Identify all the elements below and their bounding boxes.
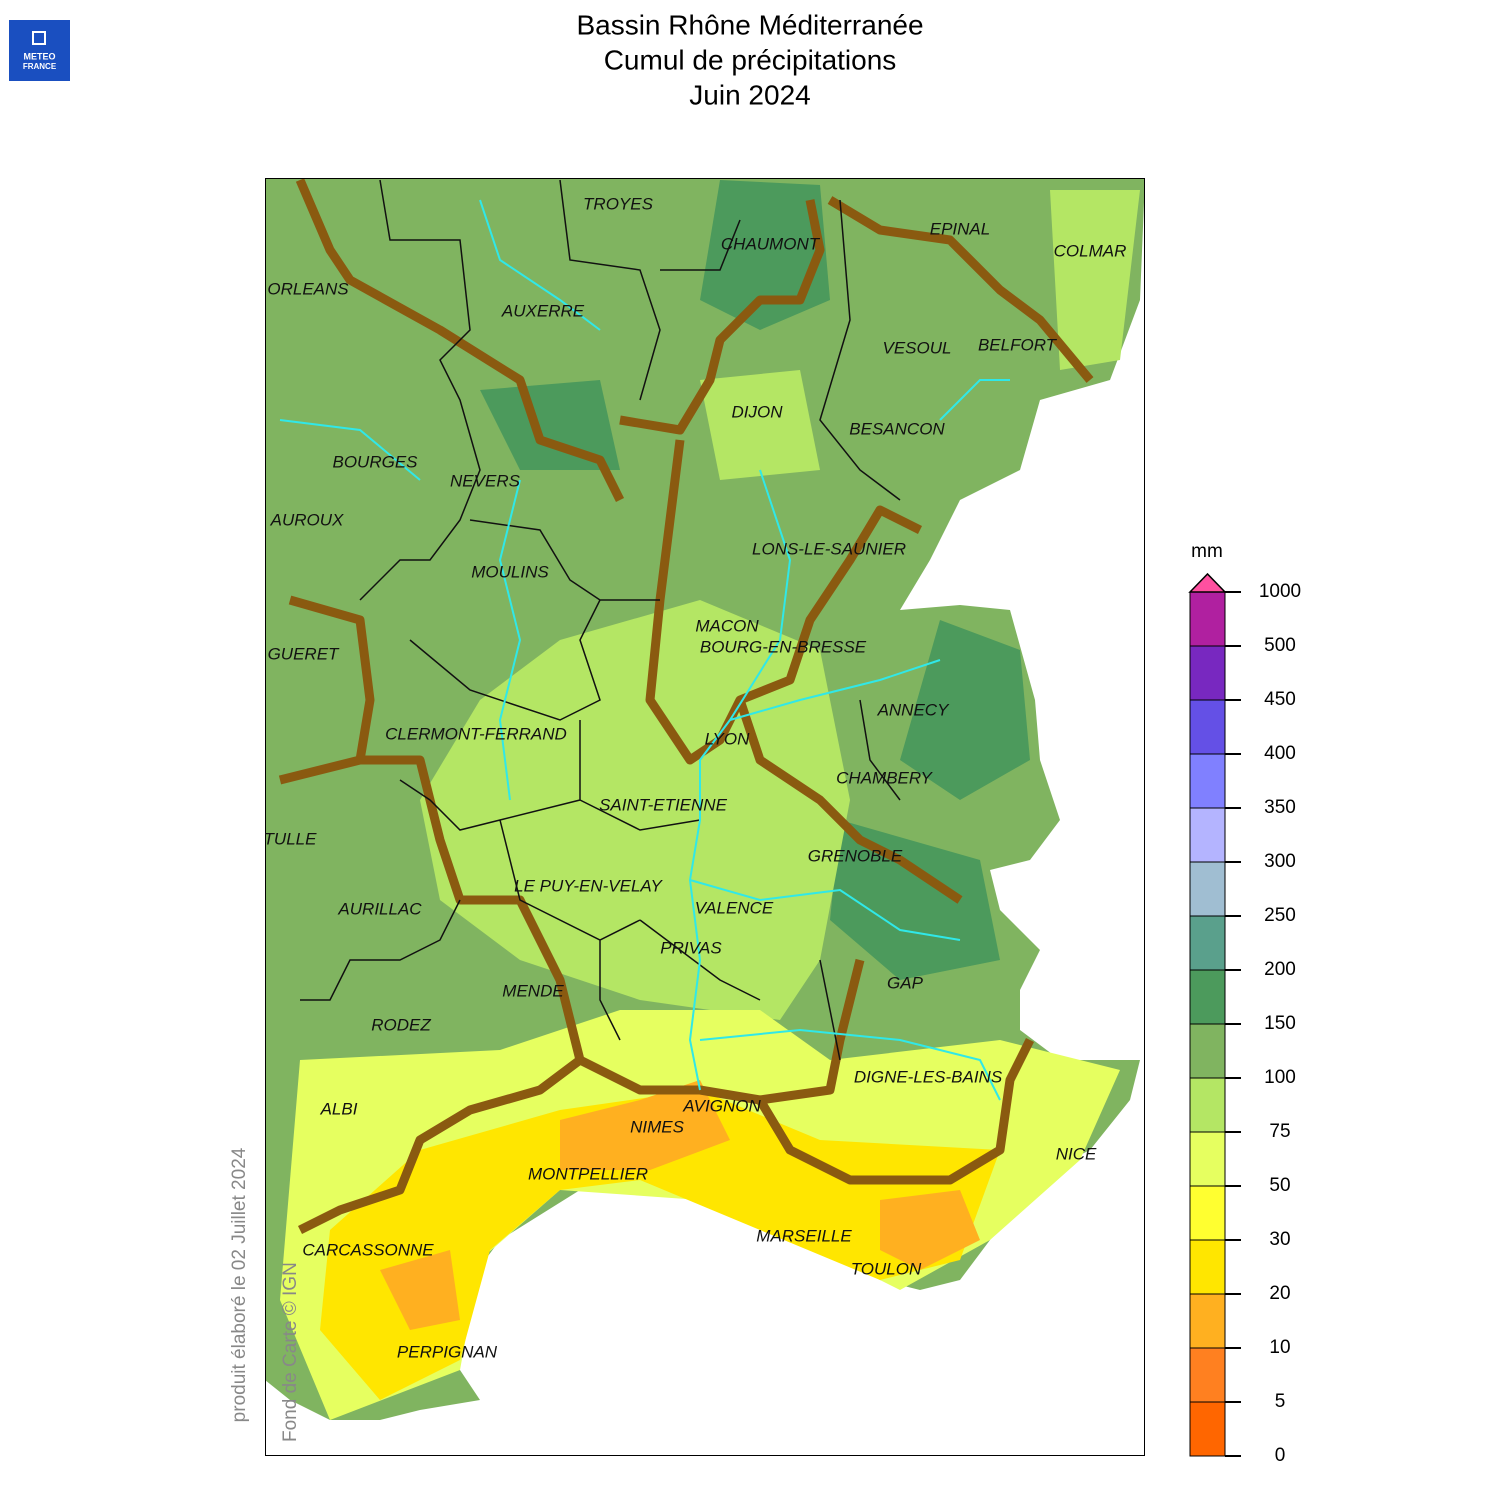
legend-tick-label: 100 bbox=[1264, 1067, 1296, 1088]
city-label: MOULINS bbox=[471, 562, 549, 581]
legend-band bbox=[1189, 645, 1226, 701]
city-label: CLERMONT-FERRAND bbox=[385, 724, 567, 743]
title: Bassin Rhône Méditerranée bbox=[576, 9, 923, 40]
title: Cumul de précipitations bbox=[604, 44, 897, 75]
legend-tick-label: 10 bbox=[1269, 1337, 1290, 1358]
city-label: TOULON bbox=[851, 1259, 922, 1278]
city-label: AURILLAC bbox=[337, 899, 422, 918]
legend-band bbox=[1189, 807, 1226, 863]
city-label: VALENCE bbox=[695, 898, 774, 917]
city-label: TROYES bbox=[583, 194, 654, 213]
city-label: BELFORT bbox=[978, 335, 1058, 354]
city-label: MARSEILLE bbox=[756, 1226, 852, 1245]
city-label: AUROUX bbox=[270, 510, 344, 529]
driest-zone bbox=[380, 1080, 980, 1330]
city-label: CHAUMONT bbox=[721, 234, 821, 253]
logo-text: METEO bbox=[23, 51, 55, 61]
city-label: CHAMBERY bbox=[836, 768, 933, 787]
legend-tick-label: 150 bbox=[1264, 1013, 1296, 1034]
city-label: LONS-LE-SAUNIER bbox=[752, 539, 906, 558]
city-label: NIMES bbox=[630, 1117, 685, 1136]
logo-box bbox=[9, 20, 70, 81]
city-labels: TROYES CHAUMONT EPINAL COLMAR ORLEANS AUXERRE… bbox=[264, 194, 1127, 1361]
credit: Fond de Carte © IGN bbox=[280, 1262, 301, 1442]
city-label: BOURGES bbox=[332, 452, 418, 471]
legend-band bbox=[1189, 591, 1226, 647]
legend-band bbox=[1189, 753, 1226, 809]
city-label: MONTPELLIER bbox=[528, 1164, 648, 1183]
city-label: LE PUY-EN-VELAY bbox=[514, 876, 663, 895]
city-label: GUERET bbox=[268, 644, 340, 663]
city-label: COLMAR bbox=[1054, 241, 1127, 260]
city-label: LYON bbox=[705, 729, 750, 748]
logo-text: FRANCE bbox=[23, 62, 57, 71]
legend-tick-label: 250 bbox=[1264, 905, 1296, 926]
credit: produit élaboré le 02 Juillet 2024 bbox=[229, 1147, 250, 1422]
city-label: ORLEANS bbox=[267, 279, 349, 298]
city-label: ANNECY bbox=[877, 700, 951, 719]
city-label: GRENOBLE bbox=[808, 846, 903, 865]
legend-tick-label: 350 bbox=[1264, 797, 1296, 818]
legend-tick-label: 30 bbox=[1269, 1229, 1290, 1250]
city-label: CARCASSONNE bbox=[302, 1240, 434, 1259]
city-label: NEVERS bbox=[450, 471, 521, 490]
city-label: MENDE bbox=[502, 981, 564, 1000]
city-label: BOURG-EN-BRESSE bbox=[700, 637, 867, 656]
title: Juin 2024 bbox=[689, 79, 810, 110]
legend-tick-label: 450 bbox=[1264, 689, 1296, 710]
legend-band bbox=[1189, 1077, 1226, 1133]
map bbox=[265, 178, 1145, 1456]
city-label: DIGNE-LES-BAINS bbox=[854, 1067, 1003, 1086]
legend-tick-label: 50 bbox=[1269, 1175, 1290, 1196]
legend-band bbox=[1189, 1131, 1226, 1187]
legend-tick-label: 75 bbox=[1269, 1121, 1290, 1142]
legend-tick-label: 300 bbox=[1264, 851, 1296, 872]
city-label: BESANCON bbox=[849, 419, 945, 438]
city-label: MACON bbox=[695, 616, 759, 635]
legend-tick-label: 400 bbox=[1264, 743, 1296, 764]
legend-band bbox=[1189, 1239, 1226, 1295]
legend-tick-label: 20 bbox=[1269, 1283, 1290, 1304]
legend-band bbox=[1189, 1023, 1226, 1079]
city-label: RODEZ bbox=[371, 1015, 431, 1034]
legend-tick-label: 500 bbox=[1264, 635, 1296, 656]
legend-tick-label: 1000 bbox=[1259, 581, 1301, 602]
city-label: PERPIGNAN bbox=[397, 1342, 498, 1361]
city-label: AVIGNON bbox=[682, 1096, 761, 1115]
city-label: ALBI bbox=[320, 1099, 358, 1118]
legend-tick-label: 200 bbox=[1264, 959, 1296, 980]
moderate-zone bbox=[420, 190, 1140, 1020]
legend-band bbox=[1189, 699, 1226, 755]
city-label: TULLE bbox=[264, 829, 318, 848]
legend-band bbox=[1189, 969, 1226, 1025]
city-label: DIJON bbox=[732, 402, 784, 421]
legend-band bbox=[1189, 1293, 1226, 1349]
wet-zone bbox=[480, 180, 1030, 980]
legend-over-arrow bbox=[1188, 572, 1227, 593]
legend-tick-label: 5 bbox=[1275, 1391, 1286, 1412]
legend-tick-label: 0 bbox=[1275, 1445, 1286, 1466]
city-label: GAP bbox=[887, 973, 924, 992]
city-label: EPINAL bbox=[930, 219, 990, 238]
city-label: SAINT-ETIENNE bbox=[599, 795, 728, 814]
legend-band bbox=[1189, 1347, 1226, 1403]
legend-band bbox=[1189, 1185, 1226, 1241]
city-label: NICE bbox=[1056, 1144, 1097, 1163]
admin-border bbox=[300, 179, 901, 1061]
legend-unit: mm bbox=[1191, 541, 1223, 562]
logo-icon bbox=[32, 31, 46, 45]
city-label: VESOUL bbox=[883, 338, 952, 357]
legend: 0 5 10 20 30 50 75 100 150 200 250 300 350 400 450 500 1… bbox=[1188, 572, 1301, 1466]
dry-zone bbox=[280, 1010, 1120, 1420]
city-label: AUXERRE bbox=[501, 301, 585, 320]
river bbox=[279, 199, 1010, 1101]
legend-band bbox=[1189, 1401, 1226, 1457]
legend-band bbox=[1189, 915, 1226, 971]
legend-band bbox=[1189, 861, 1226, 917]
city-label: PRIVAS bbox=[660, 938, 722, 957]
logo: METEO FRANCE bbox=[9, 20, 70, 81]
